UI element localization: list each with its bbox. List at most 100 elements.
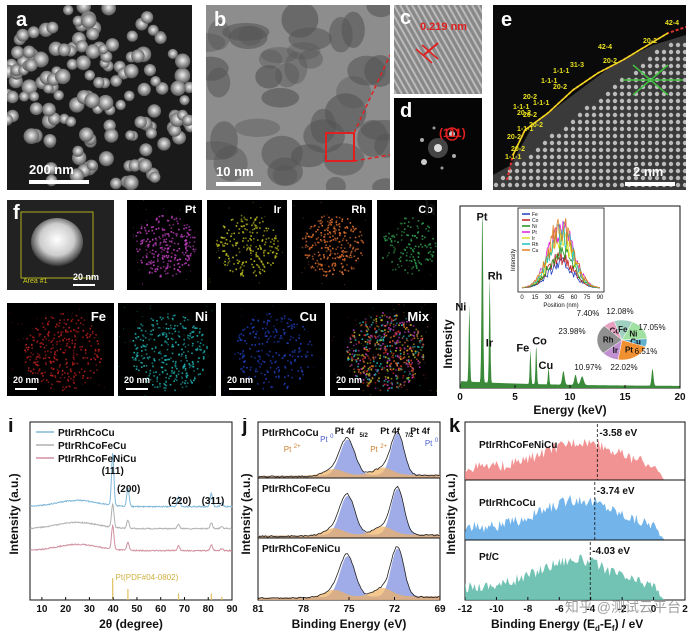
species-label-sup: 2+ [294,444,301,450]
map-pixel [398,367,401,370]
map-pixel [73,352,75,355]
map-pixel [382,312,384,314]
nanoparticle [65,116,77,127]
map-pixel [191,345,194,347]
map-pixel [384,351,387,354]
map-pixel [171,237,174,240]
map-pixel [241,355,244,358]
map-pixel [429,244,431,246]
map-pixel [198,345,201,348]
map-pixel [161,357,163,359]
map-pixel [206,306,208,308]
atom [682,147,686,153]
map-pixel [397,339,399,342]
map-pixel [170,327,172,329]
map-pixel [204,354,206,356]
map-pixel [179,209,181,211]
map-pixel [146,343,149,346]
map-pixel [138,269,140,271]
map-pixel [390,356,393,359]
map-pixel [307,343,309,346]
pie-slice-label: Rh [603,336,614,345]
map-pixel [416,358,418,361]
map-pixel [414,235,416,237]
map-pixel [355,227,357,230]
atom [682,56,686,62]
map-pixel [274,255,277,257]
lattice-fringe [394,45,421,94]
map-pixel [238,357,241,360]
map-pixel [376,362,379,364]
atom [556,161,562,167]
atom [507,175,513,181]
map-pixel [335,220,338,222]
map-pixel [355,349,357,351]
map-pixel [366,370,368,373]
map-pixel [310,225,313,228]
map-pixel [374,336,377,338]
map-pixel [410,369,413,372]
nanoparticle [149,171,161,183]
map-pixel [175,217,178,220]
map-pixel [152,365,154,368]
xps-envelope [257,430,441,478]
map-pixel [393,249,396,252]
map-pixel [35,358,37,360]
map-pixel [185,241,187,243]
map-pixel [374,381,377,384]
x-tick-label: 30 [84,604,96,615]
x-tick-label: 80 [203,604,215,615]
map-pixel [174,362,177,365]
map-pixel [389,345,391,347]
map-pixel [356,241,359,244]
map-pixel [99,361,101,364]
map-pixel [408,259,411,262]
atom [563,133,569,139]
map-pixel [153,264,155,267]
map-pixel [249,244,252,247]
atom [675,140,681,146]
map-pixel [141,329,143,331]
map-pixel [197,360,199,363]
map-pixel [321,268,324,270]
facet-label: 20-2 [523,112,537,119]
facet-label: 1-1-1 [505,154,521,161]
map-pixel [379,339,381,341]
map-pixel [160,215,163,217]
map-pixel [355,324,357,326]
map-pixel [152,243,155,246]
atom [556,154,562,160]
map-pixel [142,282,144,284]
atom [577,182,583,188]
map-pixel [334,257,337,260]
map-pixel [156,378,159,381]
map-pixel [374,356,377,359]
map-pixel [251,231,254,234]
map-pixel [191,331,193,333]
map-pixel [144,245,146,247]
atom [528,161,534,167]
map-pixel [383,355,385,358]
atom [598,147,604,153]
map-pixel [210,394,212,396]
atom [682,42,686,48]
map-pixel [398,356,401,359]
map-pixel [282,328,285,331]
atom [535,154,541,160]
map-pixel [358,371,360,373]
map-pixel [298,351,300,353]
map-pixel [373,360,375,363]
map-pixel [346,226,348,228]
map-pixel [243,246,245,248]
fft-pattern-image [420,126,459,170]
map-pixel [167,313,169,315]
map-pixel [378,334,381,337]
atom [633,133,639,139]
map-pixel [58,325,60,327]
map-pixel [255,255,258,258]
map-pixel [76,331,78,333]
map-pixel [140,329,143,332]
map-pixel [396,335,398,337]
map-pixel [173,380,176,382]
map-pixel [177,262,180,265]
